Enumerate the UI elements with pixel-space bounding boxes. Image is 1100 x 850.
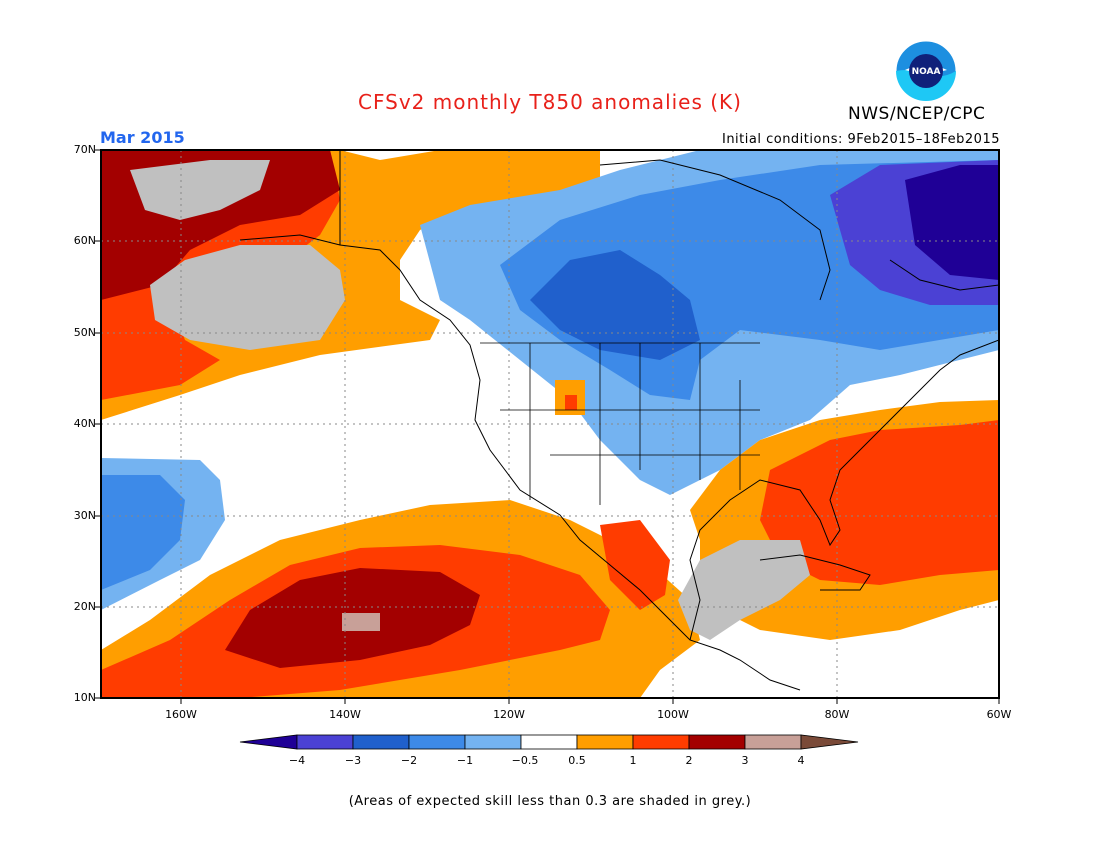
region-rockies-spot-core [565, 395, 577, 410]
colorbar-swatch [408, 734, 466, 750]
region-grey-siberia [130, 160, 270, 220]
coastlines [239, 150, 999, 691]
colorbar-tick-label: 1 [629, 754, 637, 767]
state-borders [480, 342, 760, 505]
colorbar-swatch [632, 734, 690, 750]
colorbar-swatch [688, 734, 746, 750]
chart-title: CFSv2 monthly T850 anomalies (K) [358, 90, 742, 114]
region-colder-subtropical [101, 475, 185, 590]
colorbar-tick-label: 3 [741, 754, 749, 767]
lat-label: 30N [73, 509, 96, 522]
lat-label: 50N [73, 326, 96, 339]
colorbar-arrow-left [239, 734, 298, 750]
region-grey-gulf-mexico [678, 540, 810, 640]
colorbar-swatch [464, 734, 522, 750]
lon-label: 160W [165, 708, 197, 721]
colorbar-tick-label: −0.5 [511, 754, 539, 767]
colorbar-arrow-right [800, 734, 859, 750]
lat-label: 40N [73, 417, 96, 430]
noaa-logo: NOAA [895, 40, 957, 102]
lon-label: 60W [986, 708, 1012, 721]
region-coldest-canada-core [530, 250, 700, 360]
region-grey-gulf-alaska [150, 245, 345, 350]
lat-label: 60N [73, 234, 96, 247]
lon-label: 80W [824, 708, 850, 721]
region-gt4-spot [342, 613, 380, 631]
forecast-period: Mar 2015 [100, 128, 185, 147]
svg-text:NOAA: NOAA [912, 67, 941, 77]
colorbar-tick-label: −2 [400, 754, 418, 767]
region-neg4-labrador [905, 165, 999, 280]
colorbar-swatch [520, 734, 578, 750]
colorbar-tick-label: −4 [288, 754, 306, 767]
colorbar-tick-label: 0.5 [568, 754, 586, 767]
colorbar-tick-label: 2 [685, 754, 693, 767]
colorbar-swatch [352, 734, 410, 750]
lon-label: 140W [329, 708, 361, 721]
colorbar-tick-label: −3 [344, 754, 362, 767]
lat-label: 20N [73, 600, 96, 613]
region-warm-mexico [600, 520, 670, 610]
agency-label: NWS/NCEP/CPC [848, 104, 986, 124]
colorbar-swatch [576, 734, 634, 750]
region-hot-atlantic [760, 420, 999, 585]
lon-label: 120W [493, 708, 525, 721]
colorbar-swatch [296, 734, 354, 750]
lat-label: 10N [73, 691, 96, 704]
lat-label: 70N [73, 143, 96, 156]
colorbar-swatch [744, 734, 802, 750]
colorbar-tick-label: −1 [456, 754, 474, 767]
initial-conditions: Initial conditions: 9Feb2015–18Feb2015 [721, 132, 1000, 147]
skill-footnote: (Areas of expected skill less than 0.3 a… [348, 794, 752, 809]
lon-label: 100W [657, 708, 689, 721]
colorbar-tick-label: 4 [797, 754, 805, 767]
